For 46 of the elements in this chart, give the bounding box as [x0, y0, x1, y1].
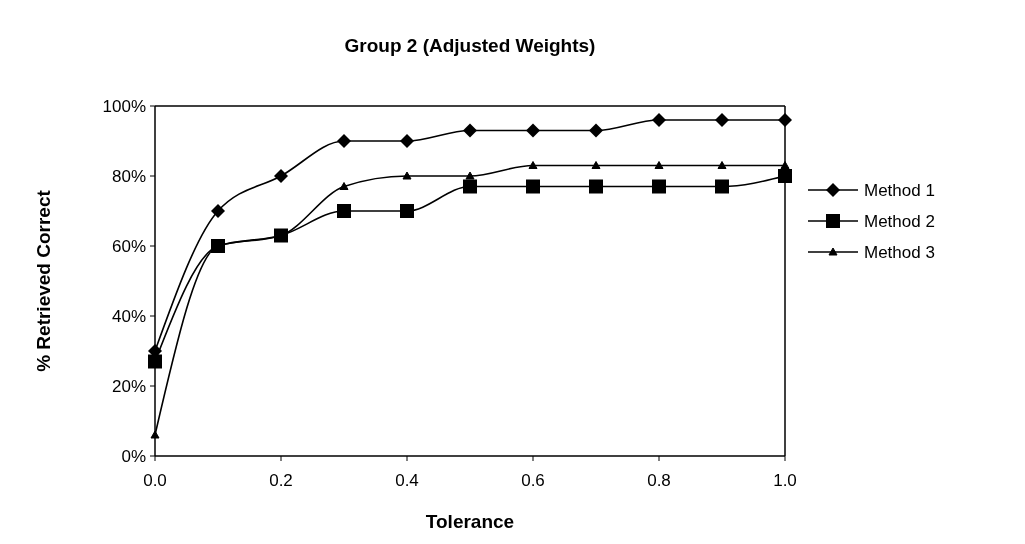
point — [463, 179, 477, 194]
point — [717, 161, 727, 169]
y-tick-label: 60% — [111, 236, 146, 256]
x-tick-label: 0.4 — [395, 471, 419, 490]
point — [780, 161, 790, 169]
point — [400, 204, 414, 218]
y-axis-title: % Retrieved Correct — [33, 189, 54, 372]
x-axis-title: Tolerance — [425, 511, 515, 532]
point — [465, 171, 475, 180]
x-tick-label: 0.6 — [521, 471, 545, 490]
x-tick-label: 1.0 — [773, 471, 797, 490]
point — [715, 179, 729, 194]
point — [400, 134, 414, 148]
legend-label: Method 2 — [864, 211, 935, 231]
x-tick-label: 0.0 — [143, 471, 167, 490]
y-tick-label: 40% — [111, 306, 146, 326]
y-tick-label: 80% — [111, 166, 146, 186]
x-tick-label: 0.8 — [647, 471, 671, 490]
point — [526, 179, 540, 194]
point — [337, 134, 351, 148]
point — [778, 113, 792, 127]
point — [402, 171, 412, 180]
point — [654, 161, 664, 169]
x-tick-label: 0.2 — [269, 471, 293, 490]
point — [150, 430, 160, 439]
point — [778, 169, 792, 183]
point — [715, 113, 729, 127]
point — [274, 169, 288, 183]
point — [463, 123, 477, 138]
point — [526, 123, 540, 138]
point — [339, 182, 349, 190]
point — [589, 179, 603, 194]
point — [337, 204, 351, 218]
chart-title: Group 2 (Adjusted Weights) — [344, 35, 596, 56]
point — [591, 161, 601, 169]
y-tick-label: 20% — [111, 376, 146, 396]
y-tick-label: 0% — [121, 446, 146, 466]
point — [528, 161, 538, 169]
point — [148, 354, 162, 369]
point — [589, 123, 603, 138]
y-tick-label: 100% — [102, 96, 146, 116]
point — [652, 179, 666, 194]
legend-label: Method 1 — [864, 180, 935, 200]
point — [211, 204, 225, 218]
point — [652, 113, 666, 127]
legend-label: Method 3 — [864, 242, 935, 262]
